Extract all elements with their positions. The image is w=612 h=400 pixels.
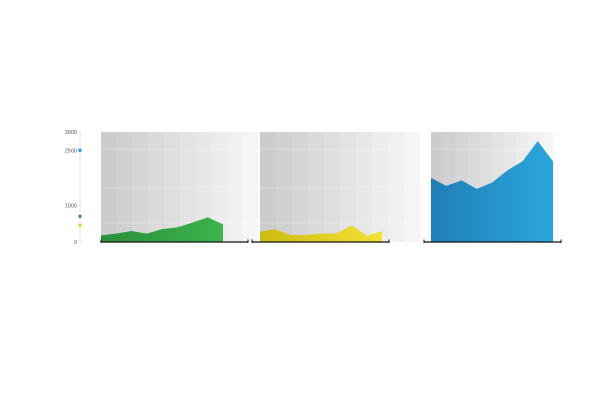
panel-1-stripe (116, 132, 133, 242)
panel-2-stripe (340, 132, 357, 242)
panel-2-stripe (356, 132, 373, 242)
panel-1-band (101, 222, 258, 224)
panel-2-stripe (308, 132, 325, 242)
panel-2-stripe (260, 132, 277, 242)
panel-2-band (260, 222, 420, 224)
y-axis: 0 1000 2500 3000 (65, 130, 82, 246)
panel-2-stripe (324, 132, 341, 242)
panel-3-band (431, 148, 553, 150)
panel-2-stripe (404, 132, 421, 242)
panel-1-stripe (242, 132, 259, 242)
panel-baselines (100, 239, 562, 243)
panel-1-stripe (101, 132, 117, 242)
panel-2-stripe (388, 132, 405, 242)
y-tick-label: 0 (74, 240, 77, 246)
panel-2-band (260, 148, 420, 150)
panel-2-band (260, 187, 420, 189)
y-axis-marker (78, 223, 82, 228)
area-series-3 (431, 141, 553, 242)
panel-1-stripe (226, 132, 243, 242)
area-series-2 (260, 225, 382, 242)
y-tick-label: 3000 (65, 130, 77, 136)
panel-1-stripe (148, 132, 165, 242)
y-axis-marker (78, 214, 82, 219)
panel-2-stripe (276, 132, 293, 242)
panel-2-stripe (372, 132, 389, 242)
panel-1-band (101, 148, 258, 150)
panel-1-stripe (132, 132, 149, 242)
panel-1-stripe (179, 132, 196, 242)
panel-1-stripe (163, 132, 180, 242)
panel-2-stripe (292, 132, 309, 242)
area-series-1 (101, 217, 223, 242)
area-series (101, 141, 553, 242)
panel-1-stripe (195, 132, 212, 242)
panel-1-band (101, 187, 258, 189)
y-tick-label: 1000 (65, 203, 77, 209)
y-axis-marker (78, 148, 82, 153)
y-tick-label: 2500 (65, 148, 77, 154)
panel-1-stripe (210, 132, 227, 242)
